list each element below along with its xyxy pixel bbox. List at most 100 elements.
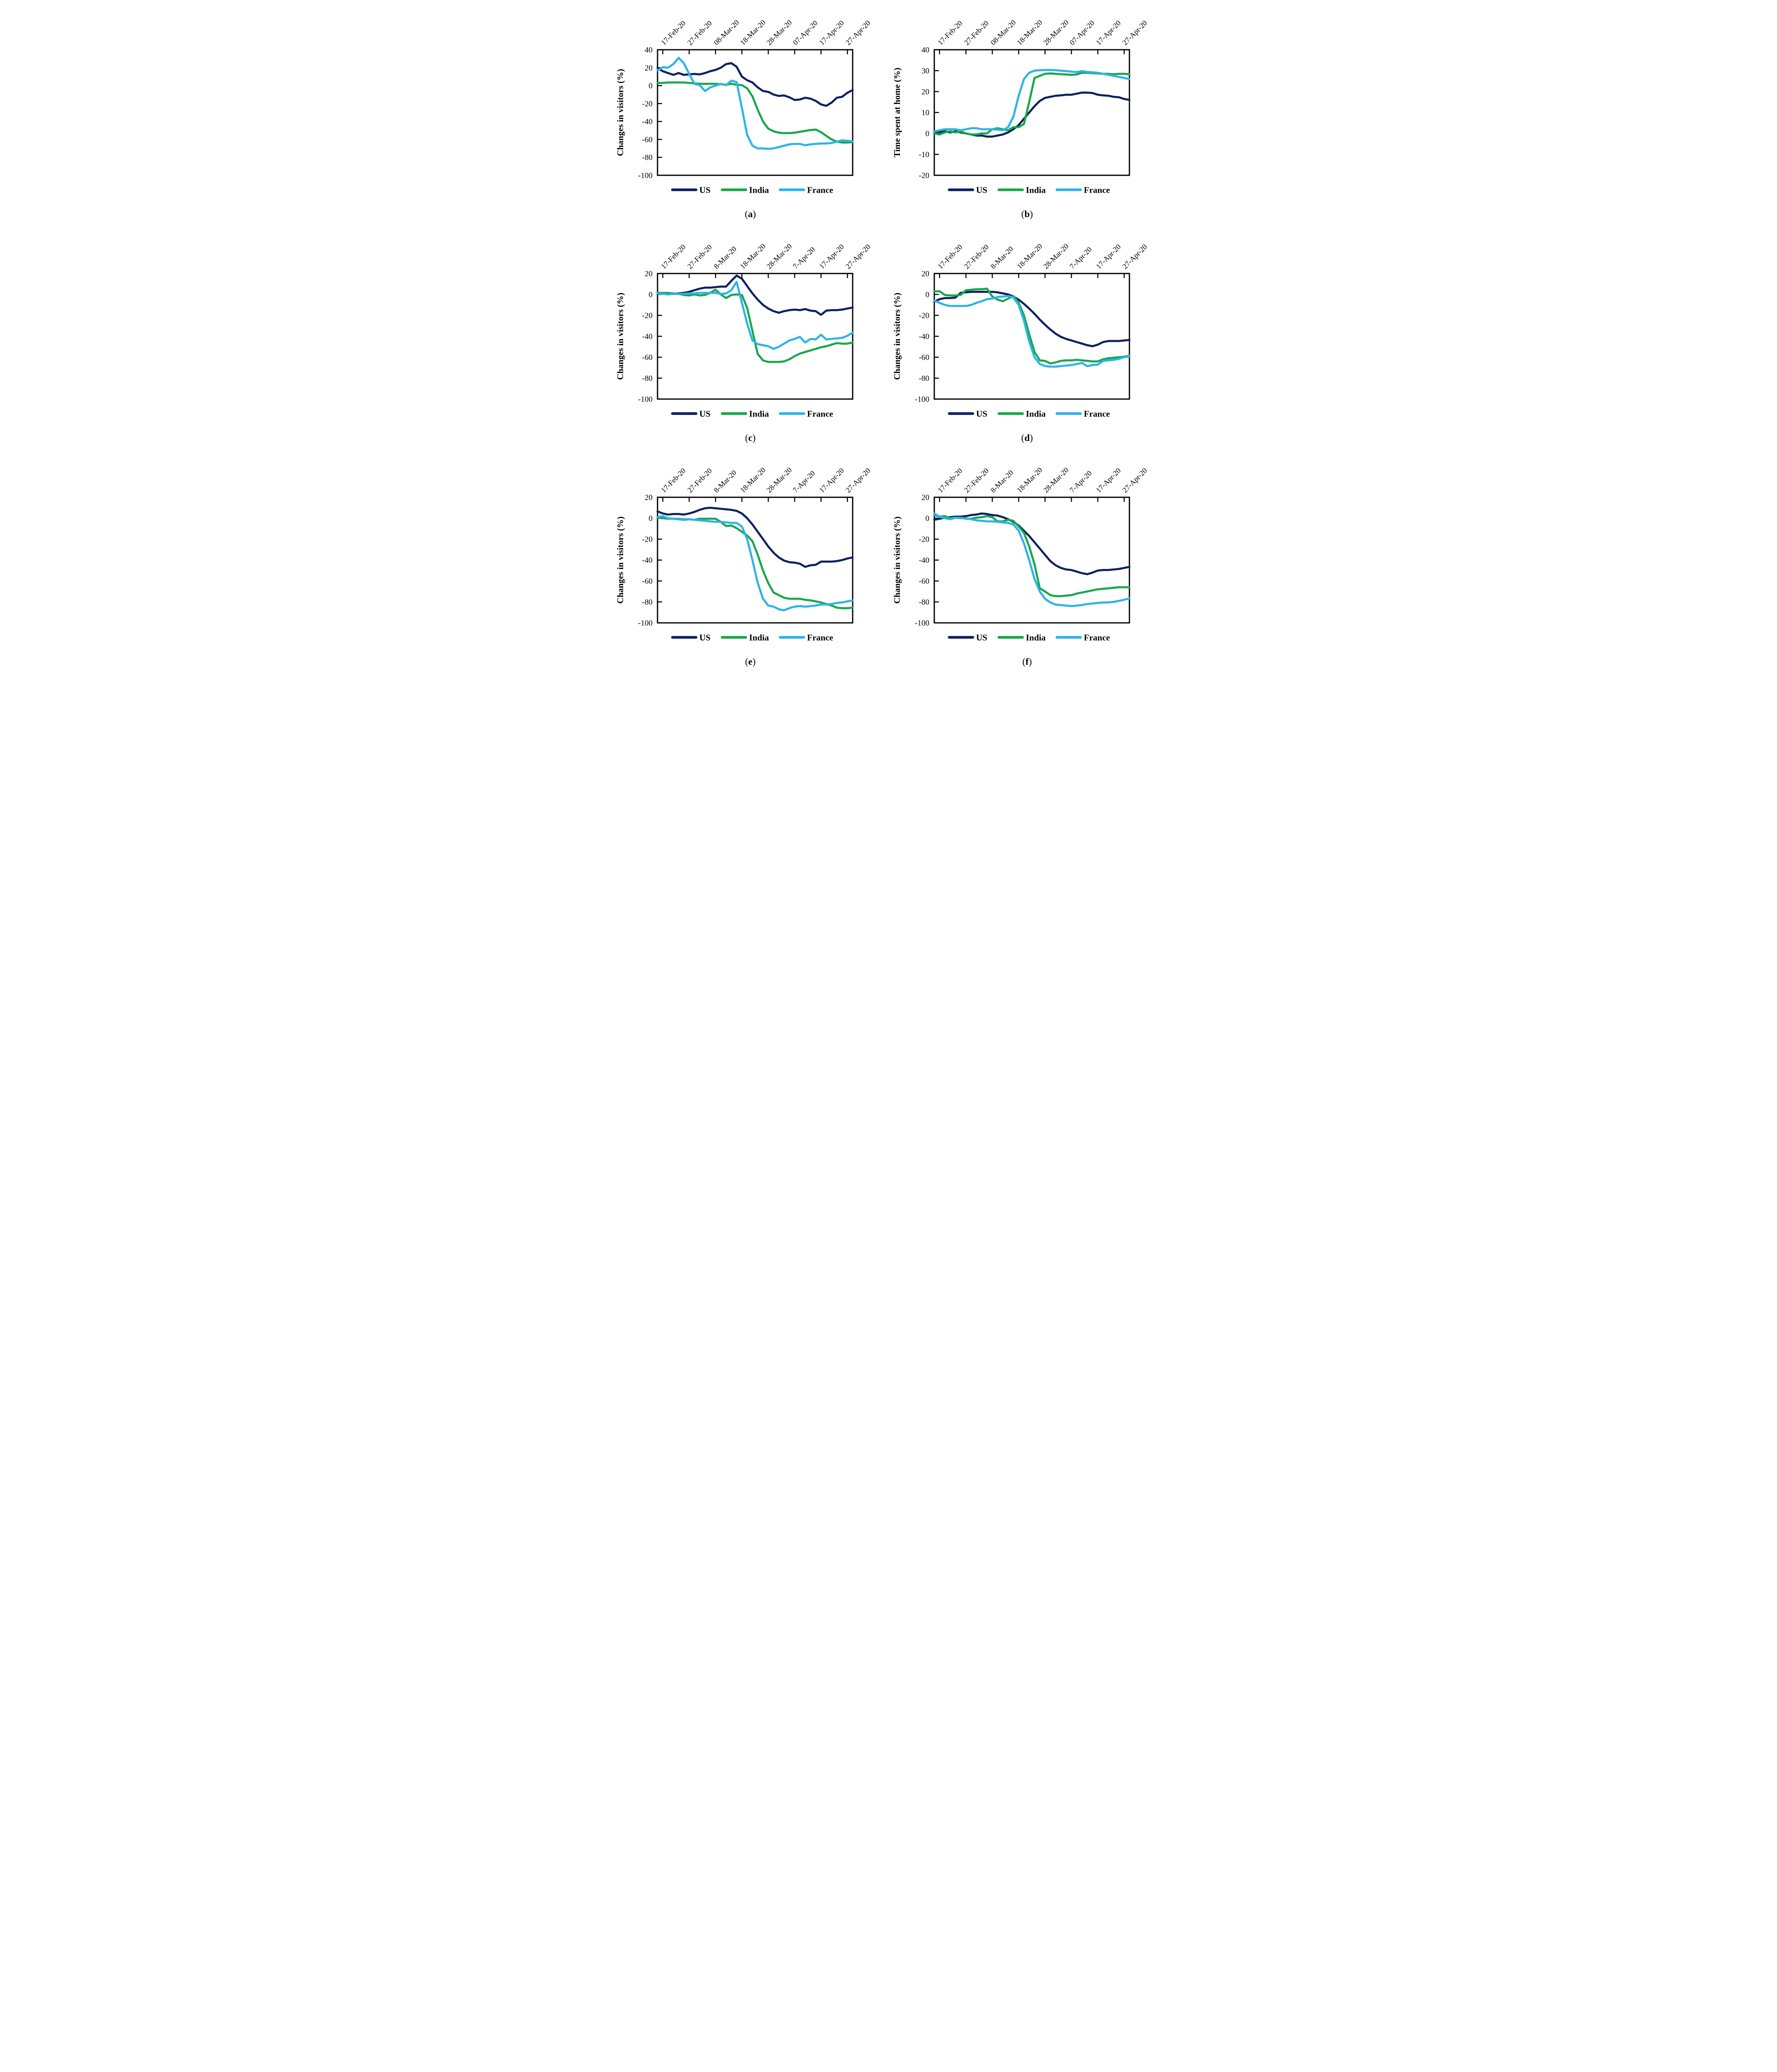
y-tick-label: 0 [925,290,929,299]
legend-label-us: US [976,409,987,419]
y-tick-label: -20 [642,312,652,320]
y-tick-label: 30 [921,67,929,75]
x-tick-label: 18-Mar-20 [1015,18,1044,47]
y-tick-label: 10 [921,109,929,117]
y-tick-label: 0 [925,130,929,138]
x-tick-label: 27-Apr-20 [1120,466,1148,494]
series-line-india [933,288,1130,365]
y-tick-label: 20 [645,270,653,278]
y-tick-label: -20 [919,312,929,320]
series-line-india [933,72,1130,136]
y-tick-label: -80 [919,598,929,607]
legend-label-france: France [807,185,833,195]
y-tick-label: -20 [642,99,652,108]
y-tick-label: 20 [921,270,929,278]
panel-caption: (b) [1021,209,1032,219]
x-tick-label: 28-Mar-20 [765,242,793,271]
panel-caption: (e) [745,656,756,667]
x-tick-label: 27-Feb-20 [962,19,990,47]
plot-frame [933,49,1130,176]
series-line-france [933,69,1130,133]
legend-label-france: France [1084,633,1110,643]
x-tick-label: 27-Apr-20 [844,19,872,47]
x-tick-label: 18-Mar-20 [1015,466,1044,494]
x-tick-label: 17-Feb-20 [936,19,964,47]
chart-panel-d: 17-Feb-20 27-Feb-20 8-Mar-20 18-Mar-20 28-Ma… [889,226,1165,450]
y-tick-label: -40 [642,556,652,565]
y-tick-label: -10 [919,150,929,159]
x-tick-label: 27-Apr-20 [1120,242,1148,271]
y-axis-title: Changes in visitors (%) [615,516,625,604]
y-tick-label: 0 [648,290,653,299]
x-tick-label: 08-Mar-20 [989,18,1017,47]
y-tick-label: -100 [638,619,653,628]
y-tick-label: -100 [638,395,653,404]
panel-caption: (d) [1021,433,1032,443]
x-tick-label: 17-Feb-20 [659,467,687,494]
series-line-france [656,57,853,150]
series-line-france [656,281,853,350]
legend-label-india: India [1026,633,1046,643]
x-tick-label: 28-Mar-20 [765,18,793,47]
y-axis-title: Changes in visitors (%) [615,69,625,156]
series-line-india [933,514,1130,598]
legend-label-france: France [807,409,833,419]
x-tick-label: 27-Apr-20 [844,242,872,271]
series-line-us [933,512,1130,576]
chart-panel-a: 17-Feb-20 27-Feb-20 08-Mar-20 18-Mar-20 28-M… [612,2,889,226]
legend-label-us: US [976,185,987,195]
x-tick-label: 27-Feb-20 [686,243,713,271]
x-tick-label: 8-Mar-20 [989,244,1015,271]
x-tick-label: 7-Apr-20 [791,469,816,494]
x-tick-label: 17-Apr-20 [817,19,846,47]
x-tick-label: 7-Apr-20 [1068,245,1093,271]
x-tick-label: 08-Mar-20 [712,18,740,47]
x-tick-label: 17-Feb-20 [659,19,687,47]
x-tick-label: 17-Apr-20 [817,466,846,494]
x-tick-label: 28-Mar-20 [765,466,793,494]
series-line-france [933,512,1130,608]
y-tick-label: 20 [921,494,929,502]
y-tick-label: -20 [919,172,929,180]
chart-panel-e: 17-Feb-20 27-Feb-20 8-Mar-20 18-Mar-20 28-Ma… [612,450,889,674]
x-tick-label: 07-Apr-20 [791,19,819,47]
x-tick-label: 18-Mar-20 [738,466,767,494]
x-tick-label: 27-Feb-20 [686,467,713,494]
x-tick-label: 18-Mar-20 [738,242,767,271]
y-tick-label: 20 [921,88,929,97]
x-tick-label: 27-Apr-20 [1120,19,1148,47]
x-tick-label: 8-Mar-20 [989,468,1015,494]
x-tick-label: 28-Mar-20 [1042,466,1070,494]
x-tick-label: 17-Feb-20 [936,243,964,271]
legend-label-france: France [807,633,833,643]
y-tick-label: 0 [648,514,653,523]
series-line-us [656,274,853,316]
x-tick-label: 17-Feb-20 [936,467,964,494]
x-tick-label: 27-Feb-20 [962,467,990,494]
y-axis-title: Changes in visitors (%) [892,293,902,380]
chart-panel-f: 17-Feb-20 27-Feb-20 8-Mar-20 18-Mar-20 28-Ma… [889,450,1165,674]
series-line-us [933,290,1130,347]
panel-caption: (a) [745,209,756,219]
y-tick-label: -80 [642,153,652,162]
series-line-us [656,506,853,568]
figure-grid: 17-Feb-20 27-Feb-20 08-Mar-20 18-Mar-20 28-M… [612,2,1165,674]
y-tick-label: 20 [645,494,653,502]
y-tick-label: -100 [915,619,929,628]
x-tick-label: 17-Apr-20 [1094,466,1122,494]
series-line-france [656,515,853,612]
y-tick-label: 40 [921,46,929,55]
x-tick-label: 8-Mar-20 [712,468,738,494]
x-tick-label: 18-Mar-20 [1015,242,1044,271]
legend-label-france: France [1084,185,1110,195]
x-tick-label: 18-Mar-20 [738,18,767,47]
y-tick-label: -60 [919,353,929,362]
y-tick-label: -20 [642,535,652,544]
y-axis-title: Changes in visitors (%) [892,516,902,604]
legend-label-india: India [749,633,769,643]
y-tick-label: -80 [642,598,652,607]
x-tick-label: 8-Mar-20 [712,244,738,271]
y-tick-label: -60 [919,577,929,586]
